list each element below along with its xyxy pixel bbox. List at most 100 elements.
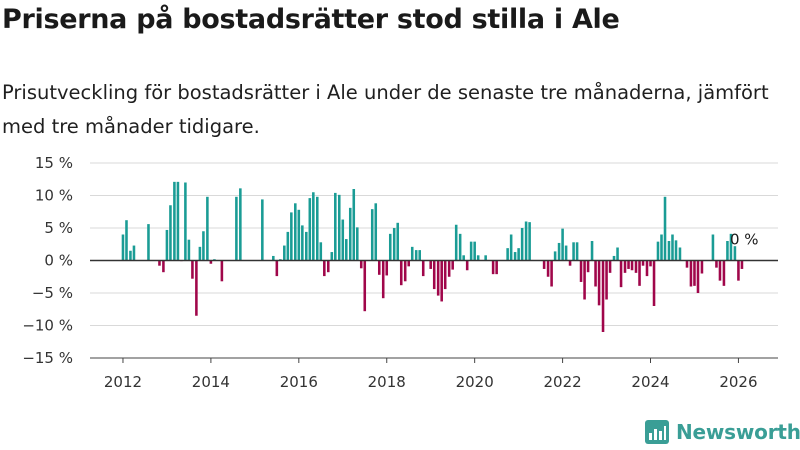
bar <box>619 260 623 288</box>
bar <box>184 182 187 261</box>
bar <box>729 233 733 261</box>
bar <box>660 234 663 261</box>
bar <box>286 231 290 261</box>
bar <box>583 260 586 300</box>
x-tick-label: 2020 <box>456 373 494 391</box>
bar <box>586 260 590 273</box>
x-tick-label: 2024 <box>631 373 669 391</box>
bar <box>685 260 689 268</box>
bar <box>308 198 312 261</box>
bar <box>158 260 161 266</box>
bar <box>726 241 729 261</box>
bar <box>436 260 440 296</box>
bar <box>319 242 323 261</box>
bar <box>550 260 553 287</box>
bar <box>649 260 652 267</box>
x-tick-label: 2012 <box>104 373 142 391</box>
bar <box>381 260 385 299</box>
bar <box>696 260 700 293</box>
bar <box>652 260 656 306</box>
bar <box>165 229 169 261</box>
bar <box>429 260 432 269</box>
bar <box>458 233 462 261</box>
bar <box>129 250 132 261</box>
chart-title: Priserna på bostadsrätter stod stilla i … <box>2 4 620 35</box>
bar <box>733 246 737 261</box>
bar <box>418 250 421 261</box>
bar <box>301 225 304 261</box>
bar <box>407 260 411 267</box>
bar <box>572 242 575 261</box>
bar <box>392 228 396 261</box>
bar <box>147 224 150 261</box>
bar <box>206 196 209 261</box>
bar <box>337 194 341 261</box>
bar <box>671 234 674 261</box>
bar <box>509 234 513 261</box>
bar <box>377 260 381 275</box>
x-tick-label: 2014 <box>192 373 230 391</box>
x-tick-label: 2022 <box>543 373 581 391</box>
bar <box>132 245 136 261</box>
bar <box>356 227 359 261</box>
bar <box>667 241 671 261</box>
bar <box>715 260 718 268</box>
bar <box>590 241 594 261</box>
bar <box>202 231 205 261</box>
bar <box>454 224 458 261</box>
bar <box>722 260 726 286</box>
bar <box>348 207 352 261</box>
bar <box>561 228 564 261</box>
bar <box>440 260 443 302</box>
bar <box>121 234 125 261</box>
bar <box>447 260 451 277</box>
bars <box>121 181 744 332</box>
y-tick-label: 10 % <box>35 187 73 205</box>
bar <box>553 251 557 261</box>
bar <box>388 233 392 261</box>
bar <box>374 203 378 261</box>
bar <box>597 260 601 306</box>
bar <box>359 260 363 269</box>
bar <box>414 250 418 261</box>
bar <box>195 260 198 316</box>
bar <box>326 260 330 273</box>
bar <box>495 260 498 275</box>
newsworthy-logo: Newsworthy <box>645 420 800 444</box>
bar <box>198 246 202 261</box>
bar <box>191 260 194 279</box>
bar <box>546 260 550 277</box>
bar <box>187 239 191 261</box>
bar <box>173 181 176 261</box>
x-tick-label: 2026 <box>719 373 757 391</box>
bar <box>169 205 172 261</box>
bar <box>737 260 740 281</box>
bar <box>674 240 678 261</box>
x-tick-label: 2018 <box>368 373 406 391</box>
bar <box>403 260 407 282</box>
y-axis-ticks: 15 % 10 % 5 % 0 % −5 % −10 % −15 % <box>22 154 73 367</box>
bar <box>352 189 356 261</box>
bar <box>506 248 509 261</box>
grid-lines <box>90 162 778 326</box>
bar <box>451 260 454 270</box>
bar <box>462 255 465 261</box>
bar <box>557 242 561 261</box>
bar <box>740 260 744 269</box>
newsworthy-logo-icon <box>645 420 669 444</box>
bar <box>524 221 528 261</box>
bar <box>641 260 645 266</box>
bar <box>678 247 682 261</box>
bar <box>125 220 128 261</box>
bar <box>469 241 473 261</box>
bar <box>345 239 348 261</box>
bar <box>283 245 286 261</box>
bar <box>330 252 334 261</box>
bar <box>220 260 224 282</box>
bar <box>630 260 634 271</box>
bar <box>528 222 531 261</box>
bar <box>542 260 546 269</box>
bar <box>370 209 374 261</box>
bar <box>517 248 520 261</box>
